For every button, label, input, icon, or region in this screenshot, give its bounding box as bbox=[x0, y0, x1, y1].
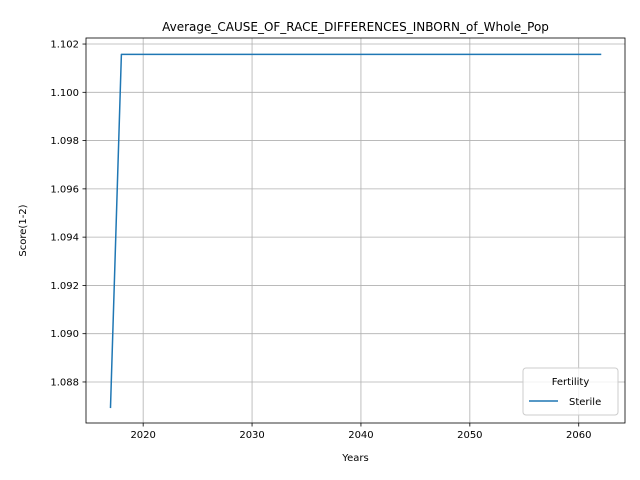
x-axis-ticks: 2020 2030 2040 2050 2060 bbox=[130, 423, 591, 441]
x-tick-label: 2060 bbox=[566, 430, 591, 441]
y-tick-label: 1.090 bbox=[50, 329, 79, 340]
series-layer bbox=[109, 53, 602, 409]
x-tick-label: 2030 bbox=[239, 430, 264, 441]
x-tick-label: 2020 bbox=[130, 430, 155, 441]
y-axis-ticks: 1.088 1.090 1.092 1.094 1.096 1.098 1.100 1.102 bbox=[50, 40, 86, 388]
series-line-sterile bbox=[109, 53, 602, 409]
y-tick-label: 1.102 bbox=[50, 40, 79, 51]
grid bbox=[86, 38, 625, 423]
legend: Fertility Sterile bbox=[522, 367, 619, 416]
y-tick-label: 1.088 bbox=[50, 377, 79, 388]
legend-title: Fertility bbox=[552, 377, 590, 388]
x-tick-label: 2040 bbox=[348, 430, 373, 441]
y-tick-label: 1.098 bbox=[50, 136, 79, 147]
plot-area-frame bbox=[85, 37, 626, 424]
y-tick-label: 1.094 bbox=[50, 233, 79, 244]
chart-title: Average_CAUSE_OF_RACE_DIFFERENCES_INBORN… bbox=[162, 20, 549, 34]
y-tick-label: 1.100 bbox=[50, 88, 79, 99]
x-axis-label: Years bbox=[341, 453, 368, 464]
x-tick-label: 2050 bbox=[457, 430, 482, 441]
y-tick-label: 1.096 bbox=[50, 184, 79, 195]
y-axis-label: Score(1-2) bbox=[18, 204, 29, 256]
legend-label-sterile: Sterile bbox=[569, 397, 601, 408]
legend-frame bbox=[522, 367, 619, 416]
y-tick-label: 1.092 bbox=[50, 281, 79, 292]
